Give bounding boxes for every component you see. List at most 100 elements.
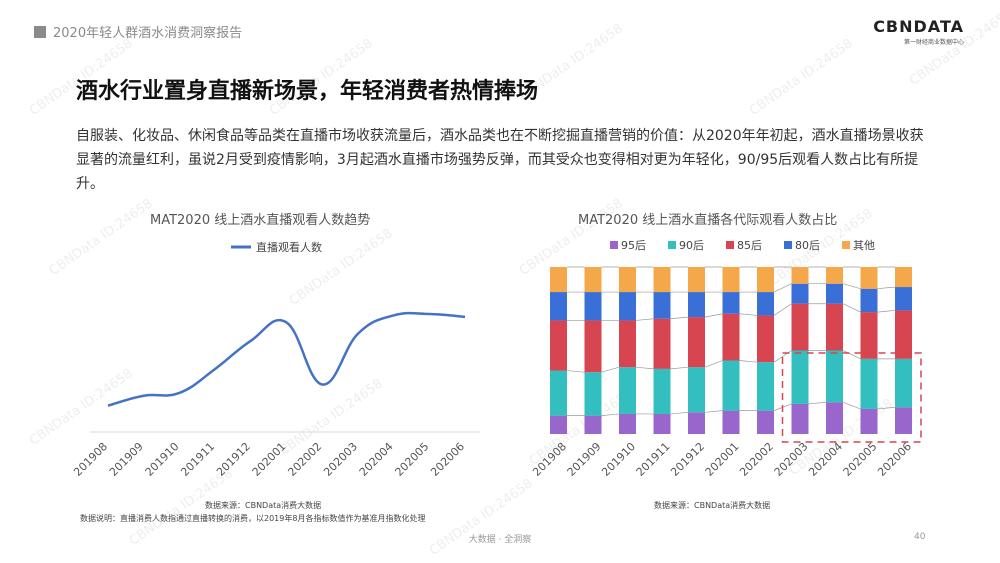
bar-segment bbox=[653, 292, 671, 319]
legend-swatch bbox=[842, 241, 850, 249]
segment-connector bbox=[704, 360, 723, 368]
x-tick-label: 202006 bbox=[428, 440, 467, 479]
segment-connector bbox=[842, 401, 861, 410]
right-source-note: 数据来源：CBNData消费大数据 bbox=[654, 501, 771, 510]
bar-segment bbox=[791, 303, 809, 351]
segment-connector bbox=[704, 410, 723, 413]
logo-subtext: 第一财经商业数据中心 bbox=[903, 39, 964, 46]
x-tick-label: 201911 bbox=[634, 440, 673, 479]
x-tick-label: 202004 bbox=[806, 440, 845, 479]
left-explain-note: 数据说明：直播消费人数指通过直播转换的消费，以2019年8月各指标数值作为基准月… bbox=[80, 514, 426, 523]
legend-swatch bbox=[784, 241, 792, 249]
bar-segment bbox=[757, 362, 774, 411]
bar-segment bbox=[826, 283, 843, 304]
bar-segment bbox=[550, 292, 567, 321]
left-source-note: 数据来源：CBNData消费大数据 bbox=[205, 501, 322, 510]
series-line bbox=[107, 311, 466, 407]
x-tick-label: 202005 bbox=[393, 440, 432, 479]
segment-connector bbox=[670, 316, 689, 320]
legend-label: 90后 bbox=[679, 239, 704, 252]
bar-segment bbox=[895, 287, 912, 311]
x-tick-labels: 2019082019092019102019112019122020012020… bbox=[71, 440, 467, 479]
bar-segment bbox=[757, 292, 774, 316]
legend-label: 85后 bbox=[737, 239, 762, 252]
bar-segment bbox=[826, 402, 843, 434]
bar-segment bbox=[688, 292, 705, 318]
legend-swatch bbox=[668, 241, 676, 249]
bar-segment bbox=[584, 292, 602, 321]
x-tick-label: 202003 bbox=[772, 440, 811, 479]
bar-segment bbox=[619, 367, 636, 414]
bar-segment bbox=[860, 288, 878, 313]
segment-connectors bbox=[566, 266, 896, 416]
legend-label: 80后 bbox=[795, 239, 820, 252]
bar-segment bbox=[895, 310, 912, 359]
bar-segment bbox=[653, 368, 671, 414]
bar-segment bbox=[895, 358, 912, 408]
segment-connector bbox=[877, 286, 896, 290]
bar-segment bbox=[757, 315, 774, 363]
x-tick-label: 202004 bbox=[357, 440, 396, 479]
bar-segment bbox=[550, 415, 567, 434]
legend-label: 直播观看人数 bbox=[256, 240, 322, 254]
legend-label: 其他 bbox=[853, 239, 875, 252]
brand-logo: CBNDATA 第一财经商业数据中心 bbox=[873, 17, 964, 46]
x-tick-label: 201909 bbox=[107, 440, 146, 479]
segment-connector bbox=[566, 370, 585, 373]
segment-connector bbox=[704, 313, 723, 318]
bar-segment bbox=[653, 413, 671, 434]
bar-segment bbox=[860, 408, 878, 434]
x-tick-label: 201910 bbox=[599, 440, 638, 479]
bar-segment bbox=[653, 267, 671, 293]
bar-chart-title: MAT2020 线上酒水直播各代际观看人数占比 bbox=[578, 213, 838, 228]
bar-segment bbox=[860, 358, 878, 409]
x-tick-label: 201911 bbox=[178, 440, 217, 479]
header-square-icon bbox=[34, 25, 46, 38]
line-chart-title: MAT2020 线上酒水直播观看人数趋势 bbox=[150, 213, 371, 228]
bar-segment bbox=[722, 267, 740, 293]
legend-swatch bbox=[726, 241, 734, 249]
bar-segment bbox=[791, 283, 809, 304]
bar-segment bbox=[826, 267, 843, 284]
bar-segment bbox=[791, 350, 809, 404]
x-tick-label: 201912 bbox=[668, 440, 707, 479]
bar-segment bbox=[688, 267, 705, 293]
bar-segment bbox=[550, 267, 567, 293]
segment-connector bbox=[670, 366, 689, 370]
segment-connector bbox=[877, 406, 896, 410]
summary-paragraph: 自服装、化妆品、休闲食品等品类在直播市场收获流量后，酒水品类也在不断挖掘直播营销… bbox=[76, 128, 924, 192]
bar-segment bbox=[757, 410, 774, 434]
bar-segment bbox=[550, 370, 567, 416]
bar-segment bbox=[584, 320, 602, 373]
bar-segment bbox=[688, 412, 705, 434]
segment-connector bbox=[670, 411, 689, 415]
x-tick-label: 202001 bbox=[250, 440, 289, 479]
highlight-box bbox=[781, 352, 922, 443]
segment-connector bbox=[635, 366, 654, 370]
segment-connector bbox=[739, 360, 758, 363]
segment-connector bbox=[739, 313, 758, 316]
bar-segment bbox=[895, 407, 912, 434]
watermark-text: CBNData ID:24658 bbox=[746, 36, 856, 119]
report-header: 2020年轻人群酒水消费洞察报告 bbox=[34, 22, 242, 41]
bar-segment bbox=[584, 267, 602, 293]
segment-connector bbox=[601, 413, 620, 416]
legend-swatch bbox=[610, 241, 618, 249]
x-tick-label: 202005 bbox=[841, 440, 880, 479]
x-tick-label: 202002 bbox=[737, 440, 776, 479]
stacked-bar-chart: 95后 90后 85后 80后 其他 2019082019092019102019112… bbox=[530, 239, 922, 479]
segment-connector bbox=[635, 318, 654, 321]
bar-segment bbox=[619, 320, 636, 368]
bar-segment bbox=[722, 410, 740, 434]
x-tick-label: 201912 bbox=[214, 440, 253, 479]
segment-connector bbox=[808, 401, 827, 405]
x-tick-label: 202002 bbox=[285, 440, 324, 479]
x-tick-labels: 2019082019092019102019112019122020012020… bbox=[530, 440, 914, 479]
bar-segment bbox=[826, 350, 843, 403]
x-tick-label: 201908 bbox=[71, 440, 110, 479]
report-title: 2020年轻人群酒水消费洞察报告 bbox=[53, 26, 243, 41]
bar-segment bbox=[584, 372, 602, 416]
legend-label: 95后 bbox=[621, 239, 646, 252]
x-tick-label: 202001 bbox=[703, 440, 742, 479]
bar-segment bbox=[791, 403, 809, 434]
